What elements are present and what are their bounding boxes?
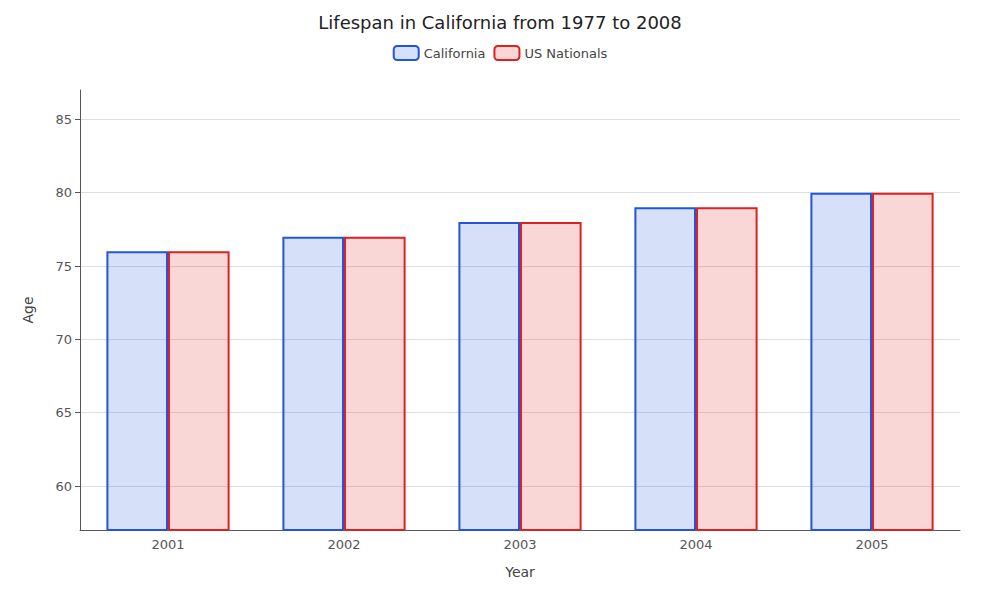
svg-text:Lifespan in California from 19: Lifespan in California from 1977 to 2008	[318, 12, 681, 33]
svg-text:80: 80	[55, 185, 72, 200]
svg-text:Year: Year	[504, 564, 535, 580]
svg-text:US Nationals: US Nationals	[524, 46, 607, 61]
svg-text:2004: 2004	[679, 537, 712, 552]
svg-text:75: 75	[55, 259, 72, 274]
svg-text:Age: Age	[20, 296, 36, 323]
svg-text:65: 65	[55, 405, 72, 420]
svg-text:2005: 2005	[855, 537, 888, 552]
svg-text:2002: 2002	[327, 537, 360, 552]
svg-text:70: 70	[55, 332, 72, 347]
svg-text:2003: 2003	[503, 537, 536, 552]
svg-text:60: 60	[55, 479, 72, 494]
svg-text:California: California	[424, 46, 486, 61]
svg-text:2001: 2001	[151, 537, 184, 552]
svg-text:85: 85	[55, 112, 72, 127]
